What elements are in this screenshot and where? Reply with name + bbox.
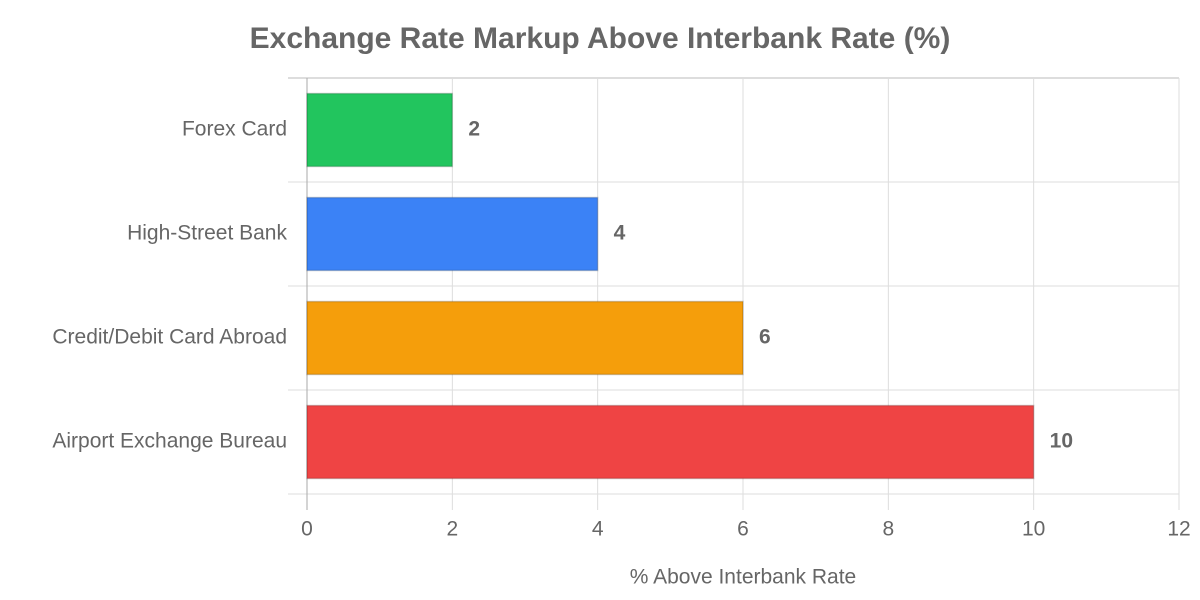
x-tick-label: 0: [301, 518, 313, 541]
value-label: 10: [1050, 430, 1073, 453]
y-tick-label: Forex Card: [182, 118, 287, 141]
bar: [306, 92, 454, 168]
x-axis-title: % Above Interbank Rate: [630, 566, 856, 589]
y-tick-label: Airport Exchange Bureau: [52, 430, 287, 453]
value-label: 4: [614, 222, 626, 245]
y-tick-label: High-Street Bank: [127, 222, 287, 245]
x-tick-label: 12: [1167, 518, 1190, 541]
x-tick-label: 4: [592, 518, 604, 541]
x-tick-label: 6: [737, 518, 749, 541]
value-label: 6: [759, 326, 771, 349]
chart-title: Exchange Rate Markup Above Interbank Rat…: [250, 22, 951, 55]
x-tick-label: 8: [882, 518, 894, 541]
bar: [306, 196, 599, 272]
x-tick-label: 10: [1022, 518, 1045, 541]
bar: [306, 404, 1035, 480]
bar: [306, 300, 744, 376]
y-tick-label: Credit/Debit Card Abroad: [52, 326, 287, 349]
x-tick-label: 2: [446, 518, 458, 541]
value-label: 2: [468, 118, 480, 141]
